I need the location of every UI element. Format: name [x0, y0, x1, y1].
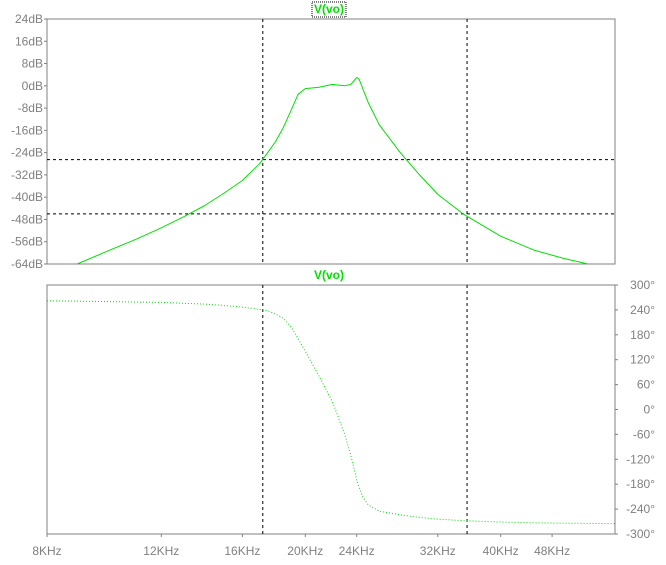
- plot-frame: [46, 284, 616, 535]
- y-tick-label: 300°: [630, 278, 655, 292]
- x-tick-label: 24KHz: [339, 544, 375, 558]
- x-tick-label: 16KHz: [224, 544, 260, 558]
- y-tick-label: 0°: [644, 403, 656, 417]
- y-tick-label: -8dB: [18, 101, 43, 115]
- y-tick-label: 180°: [630, 328, 655, 342]
- x-tick-label: 32KHz: [420, 544, 456, 558]
- y-tick-label: -180°: [626, 477, 655, 491]
- y-tick-label: -64dB: [11, 257, 43, 271]
- trace-title-selection-box: [311, 1, 347, 18]
- trace-title: V(vo): [314, 2, 344, 16]
- y-tick-label: -120°: [626, 452, 655, 466]
- y-tick-label: -16dB: [11, 123, 43, 137]
- x-tick-label: 48KHz: [534, 544, 570, 558]
- y-tick-label: -240°: [626, 502, 655, 516]
- y-tick-label: -24dB: [11, 146, 43, 160]
- plot-frame: [46, 18, 616, 265]
- y-tick-label: -300°: [626, 527, 655, 541]
- y-tick-label: -56dB: [11, 235, 43, 249]
- y-tick-label: 8dB: [22, 57, 43, 71]
- y-tick-label: 60°: [637, 378, 655, 392]
- magnitude-trace: [76, 77, 589, 265]
- y-tick-label: 16dB: [15, 34, 43, 48]
- y-tick-label: 0dB: [22, 79, 43, 93]
- y-tick-label: 120°: [630, 353, 655, 367]
- y-tick-label: 240°: [630, 303, 655, 317]
- x-tick-label: 8KHz: [32, 544, 61, 558]
- y-tick-label: -48dB: [11, 212, 43, 226]
- y-tick-label: -40dB: [11, 190, 43, 204]
- y-tick-label: 24dB: [15, 12, 43, 26]
- trace-title: V(vo): [314, 268, 344, 282]
- x-tick-label: 12KHz: [143, 544, 179, 558]
- y-tick-label: -60°: [633, 427, 655, 441]
- x-tick-label: 40KHz: [483, 544, 519, 558]
- y-tick-label: -32dB: [11, 168, 43, 182]
- x-tick-label: 20KHz: [287, 544, 323, 558]
